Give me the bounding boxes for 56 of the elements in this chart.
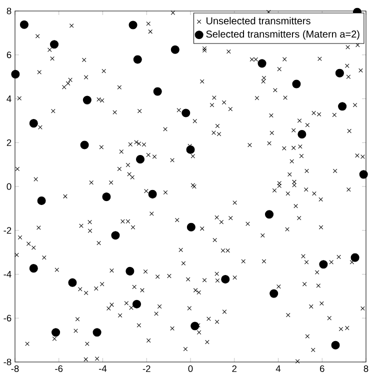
point: [128, 20, 138, 30]
x-tick-label: -2: [142, 365, 150, 372]
point: [29, 119, 38, 128]
point: [92, 328, 102, 337]
point: [82, 96, 92, 104]
y-tick-label: 0: [6, 183, 12, 190]
point: [133, 55, 142, 64]
y-tick-label: 8: [6, 8, 12, 14]
x-tick-label: 2: [232, 365, 237, 372]
point: [221, 275, 230, 284]
y-tick-label: 2: [6, 139, 12, 146]
y-tick-label: 4: [6, 96, 12, 102]
point: [331, 340, 340, 350]
point: [292, 80, 301, 88]
legend-label: Unselected transmitters: [206, 17, 310, 24]
y-tick-label: 6: [6, 52, 12, 58]
point: [258, 59, 266, 68]
x-tick-label: -8: [11, 365, 19, 372]
point: [136, 155, 145, 164]
x-tick-label: -6: [55, 365, 63, 372]
point: [338, 102, 347, 111]
point: [298, 130, 306, 139]
point: [102, 192, 111, 202]
point: [29, 264, 38, 273]
point: [186, 145, 195, 154]
x-tick-label: 6: [320, 365, 324, 372]
legend-label: Selected transmitters (Matern a=2): [206, 30, 360, 40]
point: [50, 40, 59, 49]
point: [186, 222, 196, 232]
point: [52, 328, 60, 337]
point: [148, 190, 157, 198]
point: [68, 278, 77, 287]
x-tick-label: -4: [99, 365, 107, 372]
y-tick-label: -4: [4, 271, 12, 278]
x-tick-label: 8: [364, 365, 368, 372]
y-tick-label: -2: [4, 227, 12, 234]
point: [126, 266, 134, 276]
point: [11, 70, 20, 78]
point: [182, 108, 190, 118]
x-tick-label: 0: [188, 365, 193, 372]
point: [20, 20, 28, 29]
x-tick-label: 4: [276, 365, 281, 372]
point: [80, 140, 89, 150]
point: [132, 300, 142, 308]
point: [350, 253, 360, 262]
point: [170, 45, 180, 54]
point: [190, 322, 200, 330]
y-tick-label: -6: [4, 314, 12, 322]
point: [335, 68, 344, 78]
point: [319, 260, 328, 269]
point: [111, 231, 120, 240]
point: [264, 210, 274, 219]
point: [153, 87, 162, 96]
point: [270, 289, 278, 298]
y-tick-label: -8: [4, 358, 12, 366]
point: [37, 196, 46, 206]
